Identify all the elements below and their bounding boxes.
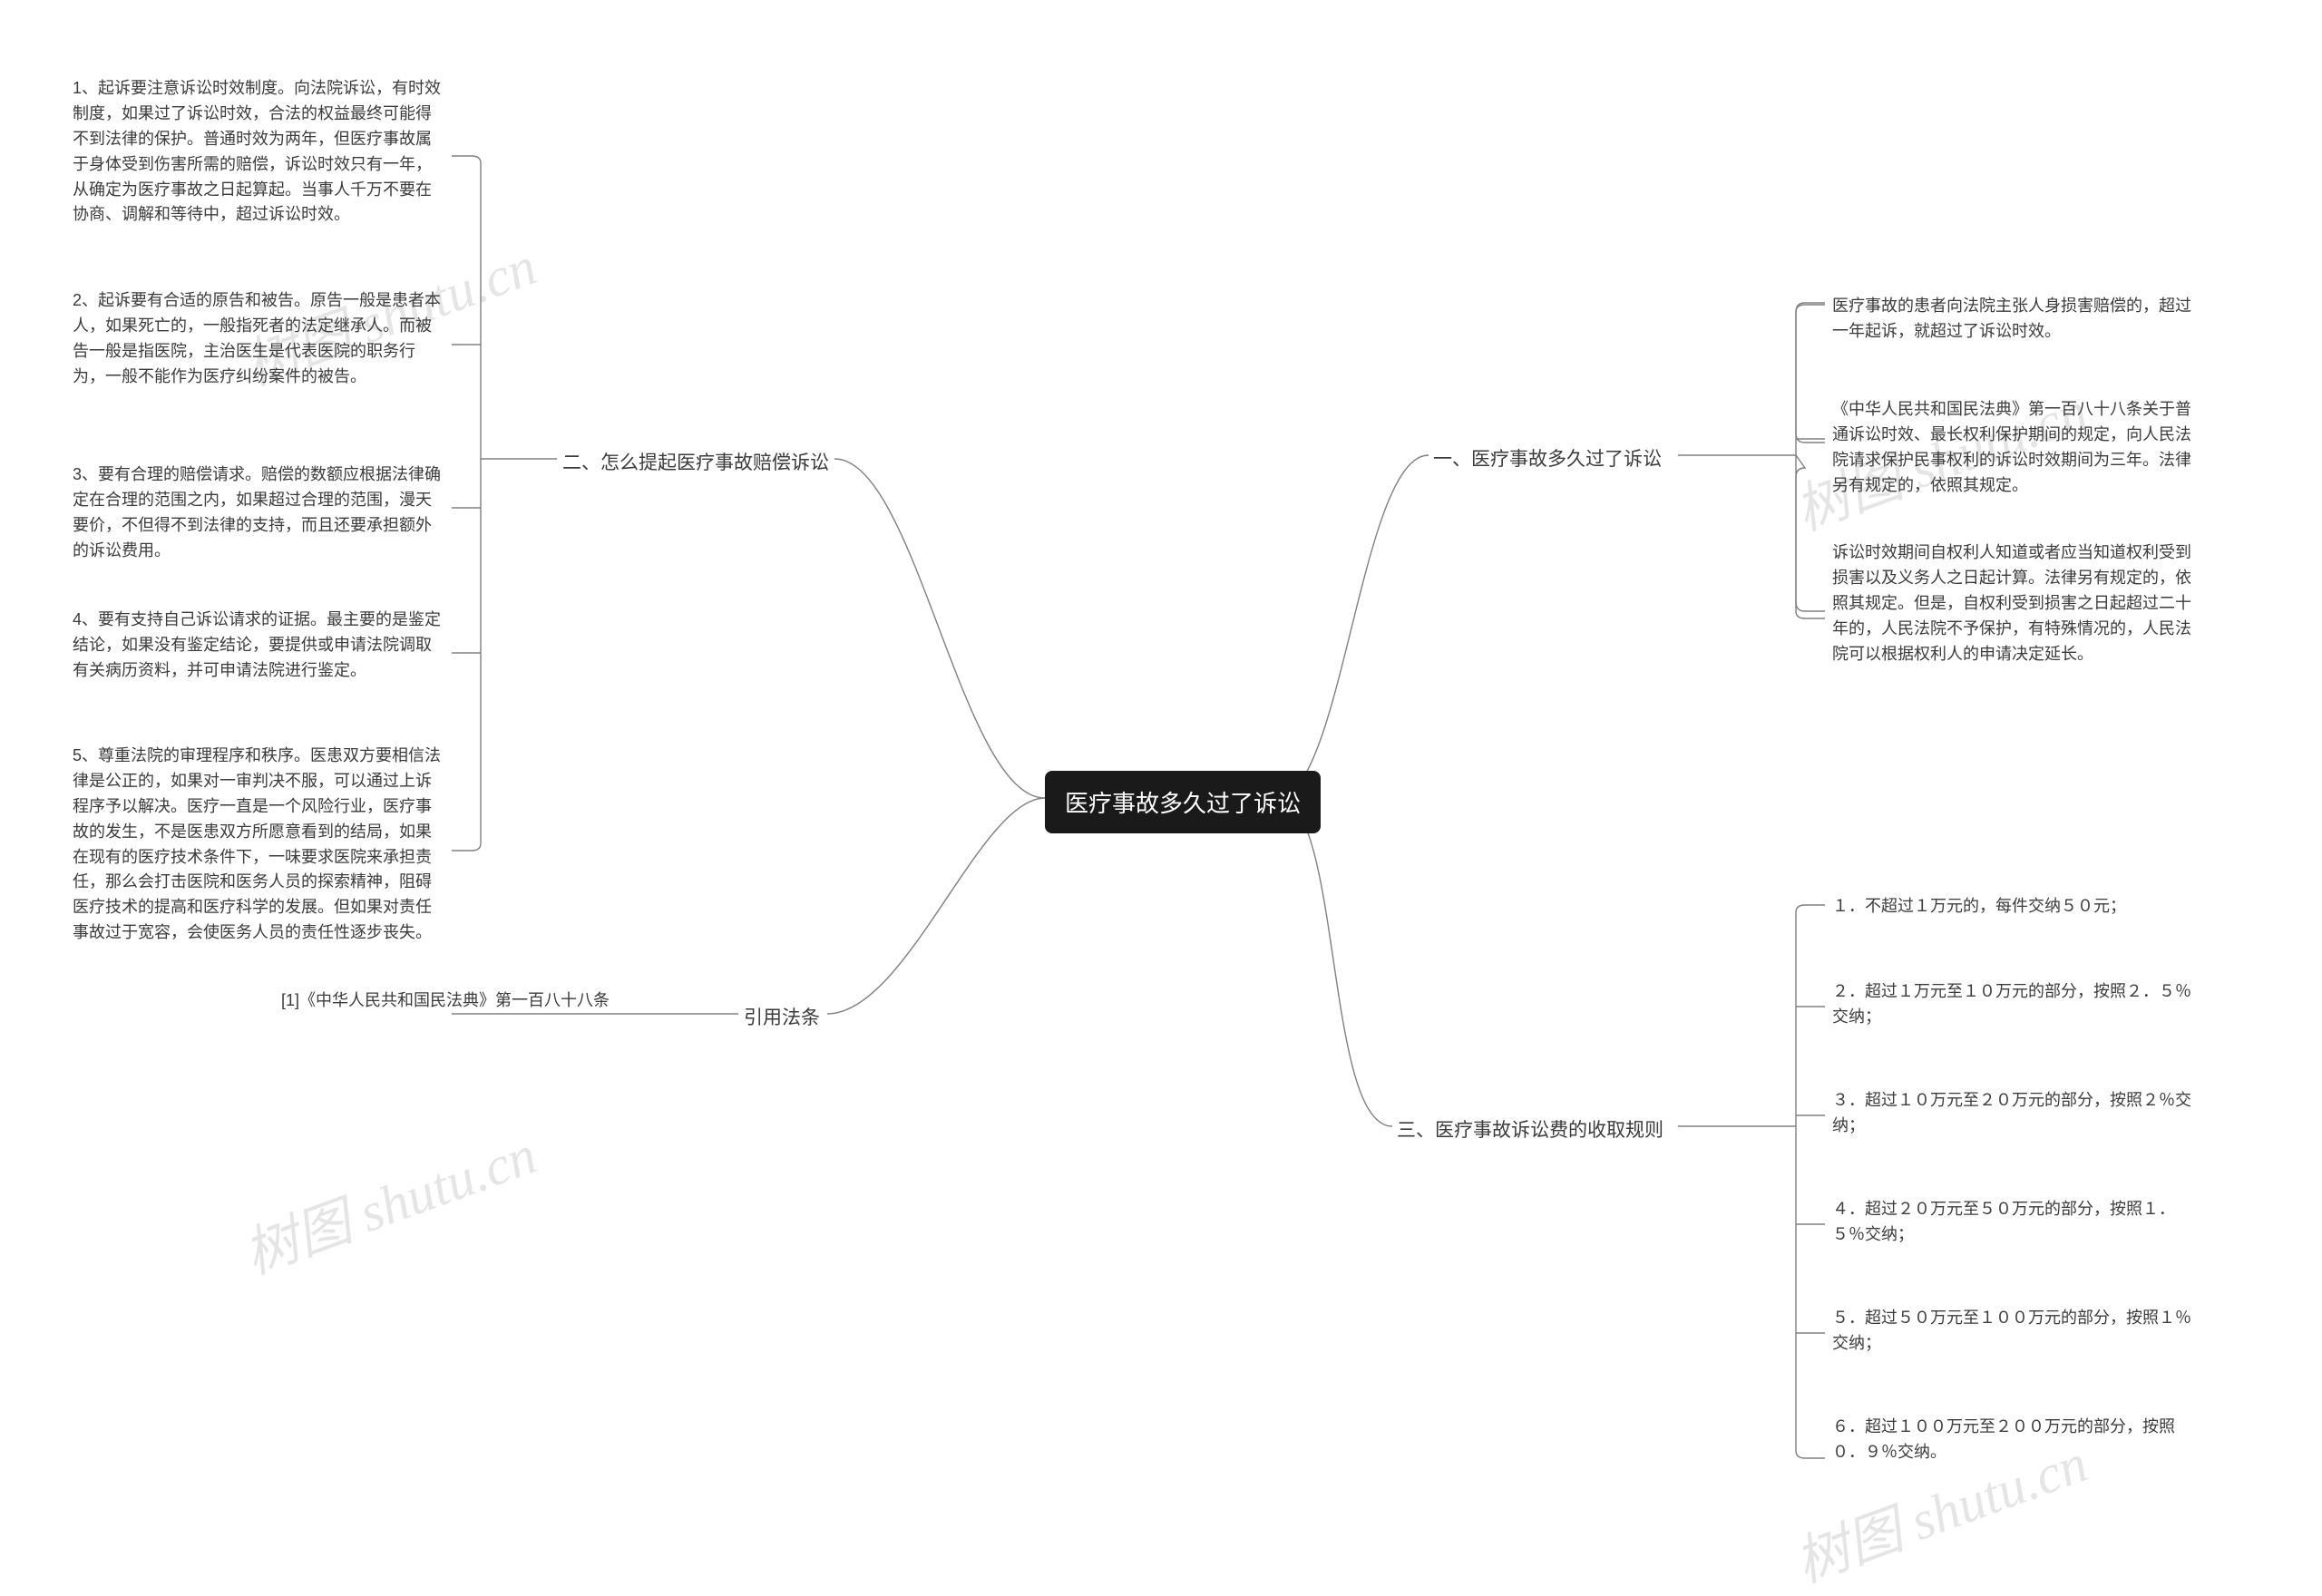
- leaf-node: ５．超过５０万元至１００万元的部分，按照１％交纳；: [1832, 1306, 2204, 1357]
- branch-section-2: 二、怎么提起医疗事故赔偿诉讼: [562, 448, 829, 475]
- leaf-node: ６．超过１００万元至２００万元的部分，按照０．９％交纳。: [1832, 1415, 2204, 1465]
- leaf-node: 3、要有合理的赔偿请求。赔偿的数额应根据法律确定在合理的范围之内，如果超过合理的…: [73, 462, 444, 564]
- leaf-node: ４．超过２０万元至５０万元的部分，按照１．５％交纳；: [1832, 1197, 2204, 1248]
- root-node: 医疗事故多久过了诉讼: [1045, 771, 1321, 833]
- leaf-node: 4、要有支持自己诉讼请求的证据。最主要的是鉴定结论，如果没有鉴定结论，要提供或申…: [73, 608, 444, 684]
- leaf-node: ３．超过１０万元至２０万元的部分，按照２％交纳；: [1832, 1088, 2204, 1139]
- branch-section-3: 三、医疗事故诉讼费的收取规则: [1397, 1115, 1663, 1143]
- branch-citation: 引用法条: [744, 1003, 820, 1030]
- leaf-node: 5、尊重法院的审理程序和秩序。医患双方要相信法律是公正的，如果对一审判决不服，可…: [73, 744, 444, 946]
- leaf-node: 1、起诉要注意诉讼时效制度。向法院诉讼，有时效制度，如果过了诉讼时效，合法的权益…: [73, 76, 444, 228]
- branch-section-1: 一、医疗事故多久过了诉讼: [1433, 444, 1662, 472]
- leaf-node: 医疗事故的患者向法院主张人身损害赔偿的，超过一年起诉，就超过了诉讼时效。: [1832, 294, 2204, 345]
- leaf-node: 诉讼时效期间自权利人知道或者应当知道权利受到损害以及义务人之日起计算。法律另有规…: [1832, 540, 2204, 667]
- leaf-node: [1]《中华人民共和国民法典》第一百八十八条: [281, 988, 626, 1014]
- leaf-node: １．不超过１万元的，每件交纳５０元；: [1832, 894, 2204, 920]
- leaf-node: 2、起诉要有合适的原告和被告。原告一般是患者本人，如果死亡的，一般指死者的法定继…: [73, 288, 444, 390]
- watermark: 树图 shutu.cn: [231, 1111, 545, 1289]
- mindmap-canvas: 树图 shutu.cn 树图 shutu.cn 树图 shutu.cn 树图 s…: [0, 0, 2322, 1596]
- leaf-node: 《中华人民共和国民法典》第一百八十八条关于普通诉讼时效、最长权利保护期间的规定，…: [1832, 397, 2204, 499]
- leaf-node: ２．超过１万元至１０万元的部分，按照２．５％交纳；: [1832, 979, 2204, 1030]
